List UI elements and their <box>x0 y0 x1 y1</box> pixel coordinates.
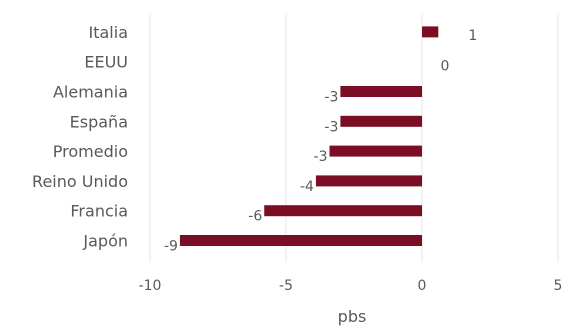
data-labels: 10-3-3-3-4-6-9 <box>164 28 477 255</box>
data-label: -3 <box>314 149 328 165</box>
category-label: Francia <box>70 202 128 221</box>
category-label: Promedio <box>53 142 128 161</box>
category-labels: Italia EEUU Alemania España Promedio Reino Un… <box>32 23 128 251</box>
x-tick-label: -10 <box>139 278 162 294</box>
x-axis-title: pbs <box>338 307 367 326</box>
data-label: -3 <box>324 90 338 106</box>
bar <box>315 175 422 187</box>
bar <box>179 235 422 246</box>
data-label: 0 <box>441 59 450 75</box>
data-label: -6 <box>248 209 262 225</box>
x-tick-label: -5 <box>279 278 293 294</box>
bar <box>340 86 422 97</box>
data-label: -3 <box>324 119 338 135</box>
x-tick-label: 5 <box>554 278 563 294</box>
data-label: 1 <box>468 28 477 44</box>
category-label: Japón <box>82 232 128 251</box>
category-label: Italia <box>89 23 129 42</box>
bar <box>329 145 422 157</box>
data-label: -9 <box>164 239 178 255</box>
category-label: España <box>70 112 128 131</box>
grid-layer <box>149 14 559 262</box>
category-label: Alemania <box>53 83 128 102</box>
bar <box>422 26 439 38</box>
bar <box>264 205 422 217</box>
x-tick-label: 0 <box>418 278 427 294</box>
category-label: Reino Unido <box>32 172 128 191</box>
category-label: EEUU <box>84 53 128 72</box>
data-label: -4 <box>300 179 314 195</box>
bar <box>340 115 422 127</box>
bar-layer <box>179 26 439 246</box>
x-tick-labels: -10 -5 0 5 <box>139 278 563 294</box>
